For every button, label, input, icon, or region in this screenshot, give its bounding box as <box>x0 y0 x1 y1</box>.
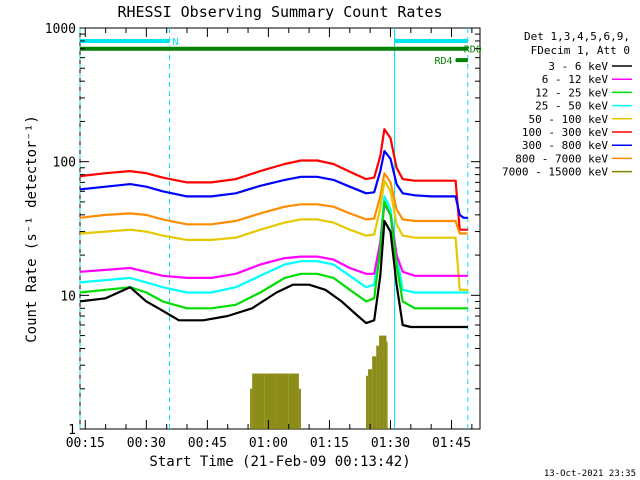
x-axis-label: Start Time (21-Feb-09 00:13:42) <box>149 454 410 470</box>
legend-label: 300 - 800 keV <box>522 139 608 152</box>
y-axis: 1 10 100 1000 <box>45 22 480 438</box>
legend-label: 800 - 7000 keV <box>515 152 608 165</box>
series-bar-7000-15000-keV <box>372 356 377 429</box>
y-tick-label: 1 <box>68 423 76 438</box>
series-line <box>79 150 468 219</box>
legend-header-line: Det 1,3,4,5,6,9, <box>524 30 630 43</box>
series-bar-7000-15000-keV <box>381 335 384 429</box>
vertical-markers <box>79 28 469 429</box>
series-bar-7000-15000-keV <box>250 388 253 429</box>
series-bar-7000-15000-keV <box>252 373 265 429</box>
plot-frame <box>79 27 481 430</box>
series-line <box>79 179 468 291</box>
x-tick-label: 01:30 <box>371 436 410 451</box>
footer-timestamp: 13-Oct-2021 23:35 <box>544 469 636 479</box>
legend-label: 7000 - 15000 keV <box>502 166 608 179</box>
series-line <box>79 172 468 235</box>
legend-label: 100 - 300 keV <box>522 126 608 139</box>
legend-label: 25 - 50 keV <box>535 100 608 113</box>
series-bar-7000-15000-keV <box>383 335 387 429</box>
x-tick-label: 00:45 <box>188 436 227 451</box>
series-bar-7000-15000-keV <box>379 335 382 429</box>
annotation-label: RD0 <box>464 45 482 56</box>
legend-label: 50 - 100 keV <box>529 113 609 126</box>
series-bar-7000-15000-keV <box>264 373 277 429</box>
x-tick-label: 00:15 <box>66 436 105 451</box>
legend-label: 3 - 6 keV <box>548 60 608 73</box>
y-tick-label: 1000 <box>45 22 76 37</box>
x-tick-label: 00:30 <box>127 436 166 451</box>
series-bar-7000-15000-keV <box>376 345 380 429</box>
x-tick-label: 01:00 <box>249 436 288 451</box>
series-bar-7000-15000-keV <box>288 373 299 429</box>
y-tick-label: 10 <box>60 289 76 304</box>
x-tick-label: 01:15 <box>310 436 349 451</box>
series-line <box>79 200 468 310</box>
series-bar-7000-15000-keV <box>298 388 301 429</box>
legend: Det 1,3,4,5,6,9,FDecim 1, Att 0 3 - 6 keV… <box>502 30 632 179</box>
series-line <box>79 219 468 329</box>
legend-label: 12 - 25 keV <box>535 86 608 99</box>
series-bar-7000-15000-keV <box>368 369 373 429</box>
x-tick-label: 01:45 <box>432 436 471 451</box>
series-line <box>79 128 468 231</box>
series-line <box>79 203 468 279</box>
annotation-label: N <box>173 37 179 48</box>
chart-title: RHESSI Observing Summary Count Rates <box>117 3 442 21</box>
legend-label: 6 - 12 keV <box>542 73 609 86</box>
legend-header-line: FDecim 1, Att 0 <box>531 44 630 57</box>
series-bar-7000-15000-keV <box>276 373 289 429</box>
series-line <box>79 195 468 294</box>
y-tick-label: 100 <box>53 156 76 171</box>
y-axis-label: Count Rate (s⁻¹ detector⁻¹) <box>24 115 40 343</box>
series-layer <box>79 128 468 429</box>
x-axis: 00:15 00:30 00:45 01:00 01:15 01:30 01:45 <box>66 28 473 451</box>
series-bar-7000-15000-keV <box>386 341 388 429</box>
series-bar-7000-15000-keV <box>366 375 369 429</box>
annotation-label: RD4 <box>435 56 453 67</box>
annotation-bars: N RD0 RD4 <box>80 37 482 67</box>
